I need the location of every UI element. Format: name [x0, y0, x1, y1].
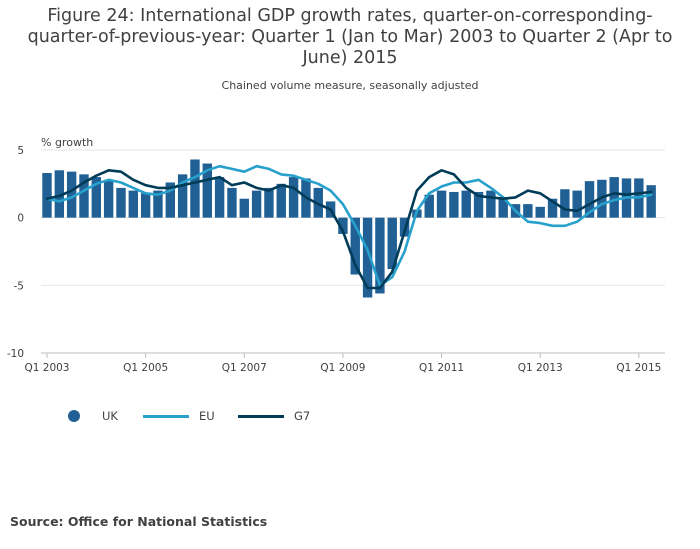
uk-bar: [572, 190, 582, 218]
uk-bar: [461, 190, 471, 218]
uk-bar: [103, 179, 114, 218]
g7-legend-line-icon: [238, 414, 284, 418]
uk-bar: [535, 206, 545, 218]
uk-bar: [116, 187, 126, 218]
uk-bar: [79, 174, 89, 218]
uk-bar: [436, 190, 447, 218]
uk-bar: [165, 182, 175, 218]
y-tick-label: 5: [17, 145, 24, 157]
uk-bar: [350, 217, 360, 275]
eu-line: [45, 164, 653, 287]
uk-bar: [140, 193, 151, 218]
x-axis: Q1 2003 Q1 2005 Q1 2007 Q1 2009 Q1 2011 Q1 20…: [24, 352, 665, 374]
uk-bar: [449, 191, 459, 218]
x-tick-label: Q1 2013: [518, 362, 563, 374]
series-lines: [45, 164, 653, 290]
uk-bar: [128, 190, 139, 218]
legend-label-eu: EU: [199, 409, 215, 423]
uk-bar: [227, 187, 237, 218]
y-tick-label: 0: [17, 213, 24, 225]
uk-bar: [42, 173, 52, 218]
uk-bars: [42, 159, 656, 298]
uk-bar: [288, 177, 299, 218]
uk-bar: [54, 170, 65, 218]
uk-bar: [375, 217, 385, 294]
chart-title: Figure 24: International GDP growth rate…: [27, 6, 673, 68]
uk-bar: [153, 190, 163, 218]
uk-bar: [584, 181, 595, 218]
uk-bar: [264, 187, 274, 218]
uk-bar: [473, 191, 484, 218]
legend-item-uk[interactable]: UK: [68, 405, 118, 427]
g7-line: [45, 169, 653, 290]
uk-bar: [177, 174, 188, 218]
uk-bar: [338, 217, 348, 234]
uk-bar: [214, 177, 225, 218]
x-tick-label: Q1 2007: [222, 362, 267, 374]
uk-bar: [424, 194, 434, 218]
legend-item-eu[interactable]: EU: [143, 405, 215, 427]
uk-bar: [486, 190, 496, 218]
y-axis-label: % growth: [41, 136, 93, 149]
eu-legend-line-icon: [143, 414, 189, 418]
uk-bar: [523, 204, 533, 218]
uk-bar: [560, 189, 570, 218]
legend-label-uk: UK: [102, 409, 118, 423]
uk-bar: [251, 190, 262, 218]
legend-label-g7: G7: [294, 409, 311, 423]
y-tick-label: -10: [7, 348, 24, 360]
chart-area: 50-5-10 % growth Q1 2003 Q1 2005 Q1 2007 Q1…: [7, 136, 665, 374]
x-tick-label: Q1 2009: [320, 362, 365, 374]
uk-bar: [239, 198, 249, 218]
x-tick-label: Q1 2011: [419, 362, 464, 374]
x-tick-label: Q1 2005: [123, 362, 168, 374]
chart-subtitle: Chained volume measure, seasonally adjus…: [221, 79, 479, 92]
y-tick-label: -5: [14, 280, 24, 292]
uk-bar: [498, 197, 508, 218]
uk-bar: [190, 159, 200, 218]
uk-bar: [387, 217, 397, 270]
uk-bar: [609, 177, 619, 218]
x-tick-label: Q1 2003: [24, 362, 69, 374]
y-axis: 5 0 -5 -10: [7, 145, 24, 360]
uk-bar: [646, 185, 656, 218]
uk-bar: [66, 171, 77, 218]
uk-bar: [276, 183, 286, 218]
uk-bar: [202, 163, 212, 218]
legend-item-g7[interactable]: G7: [238, 405, 310, 427]
uk-bar: [547, 198, 558, 218]
x-tick-label: Q1 2015: [616, 362, 661, 374]
uk-bar: [91, 177, 102, 218]
uk-legend-marker-icon: [68, 410, 80, 422]
uk-bar: [362, 217, 373, 298]
source-note: Source: Office for National Statistics: [10, 514, 268, 529]
